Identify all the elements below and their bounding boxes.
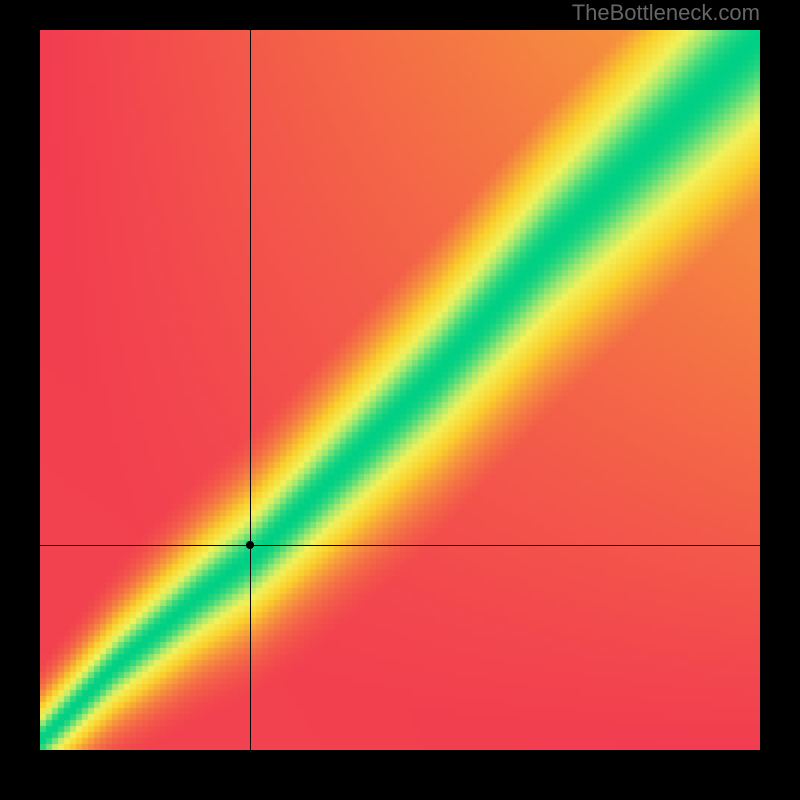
crosshair-horizontal: [40, 545, 760, 546]
watermark-text: TheBottleneck.com: [572, 0, 760, 26]
chart-frame: TheBottleneck.com: [0, 0, 800, 800]
plot-area: [40, 30, 760, 750]
crosshair-vertical: [250, 30, 251, 750]
crosshair-marker: [246, 541, 254, 549]
heatmap-canvas: [40, 30, 760, 750]
